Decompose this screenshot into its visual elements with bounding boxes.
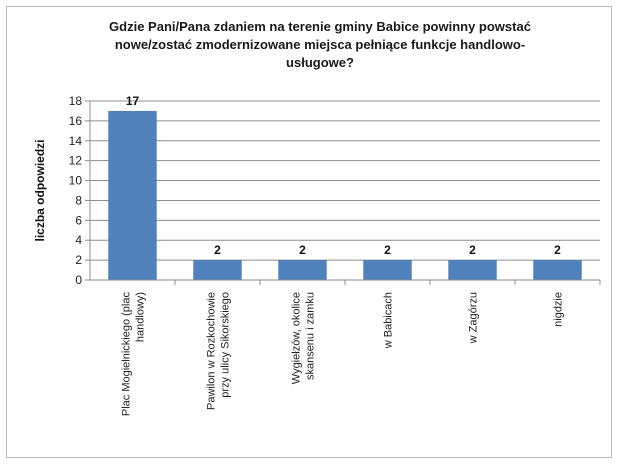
category-label-line: handlowy) (135, 292, 147, 342)
bar (448, 260, 497, 280)
bar (108, 110, 157, 280)
y-tick-label: 2 (75, 253, 82, 267)
category-label-line: skansenu i zamku (305, 292, 317, 380)
category-label-line: Pawilon w Rozkochowie (206, 292, 218, 410)
category-labels: Plac Mogielnickiego (plac handlowy) Pawilo… (121, 280, 601, 416)
chart-title-line-3: usługowe? (286, 55, 354, 70)
category-label: Wygiełzów, okolice skansenu i zamku (291, 292, 317, 384)
y-axis-ticks: 0 2 4 6 8 10 12 14 16 18 (69, 94, 90, 287)
chart-title-line-2: nowe/zostać zmodernizowane miejsca pełni… (114, 37, 526, 52)
bar (278, 260, 327, 280)
y-tick-label: 14 (69, 134, 83, 148)
bar (193, 260, 242, 280)
y-tick-label: 10 (69, 174, 83, 188)
category-label-line: przy ulicy Sikorskiego (220, 292, 232, 398)
category-label: w Babicach (383, 292, 395, 349)
y-tick-label: 16 (69, 114, 83, 128)
data-label: 2 (554, 243, 561, 257)
category-label-line: w Zagórzu (468, 292, 480, 344)
data-labels: 17 2 2 2 2 2 (126, 94, 561, 257)
chart-title-line-1: Gdzie Pani/Pana zdaniem na terenie gminy… (109, 19, 531, 34)
category-label-line: Plac Mogielnickiego (plac (121, 292, 133, 417)
y-tick-label: 12 (69, 154, 83, 168)
category-label: Plac Mogielnickiego (plac handlowy) (121, 292, 147, 417)
y-tick-label: 8 (75, 193, 82, 207)
category-label: w Zagórzu (468, 292, 480, 344)
gridlines (90, 100, 600, 261)
data-label: 2 (214, 243, 221, 257)
data-label: 2 (299, 243, 306, 257)
bar (363, 260, 412, 280)
category-label-line: nigdzie (553, 292, 565, 327)
y-axis-label: liczba odpowiedzi (33, 139, 47, 241)
category-label-line: Wygiełzów, okolice (291, 292, 303, 384)
y-tick-label: 18 (69, 94, 83, 108)
category-label: Pawilon w Rozkochowie przy ulicy Sikorski… (206, 292, 232, 410)
chart-frame (6, 6, 612, 458)
data-label: 2 (469, 243, 476, 257)
y-tick-label: 4 (75, 233, 82, 247)
data-label: 17 (126, 94, 140, 108)
chart-title: Gdzie Pani/Pana zdaniem na terenie gminy… (60, 18, 580, 72)
category-label: nigdzie (553, 292, 565, 327)
y-tick-label: 0 (75, 273, 82, 287)
y-tick-label: 6 (75, 213, 82, 227)
bars (108, 110, 582, 280)
data-label: 2 (384, 243, 391, 257)
bar (533, 260, 582, 280)
category-label-line: w Babicach (383, 292, 395, 349)
